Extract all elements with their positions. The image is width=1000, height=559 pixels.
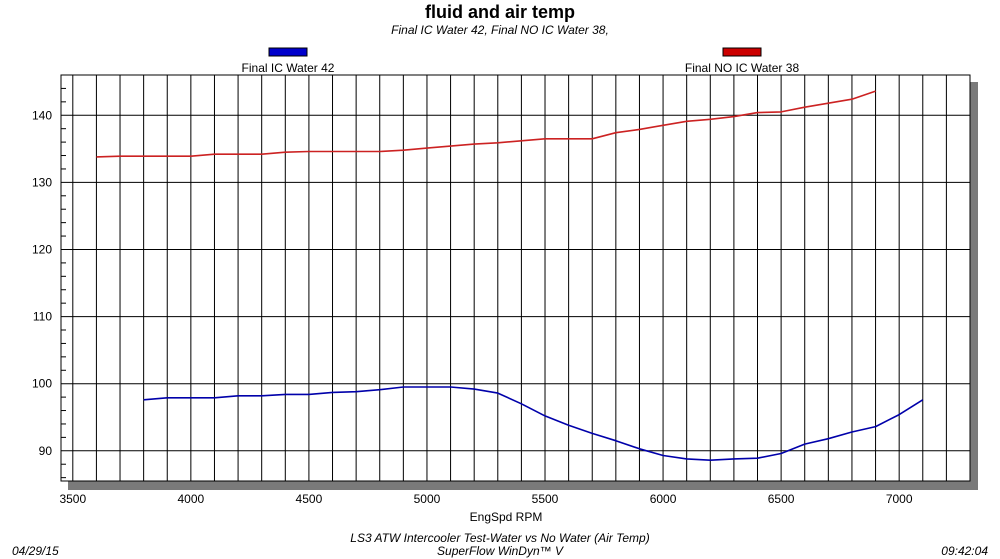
y-tick-label: 100: [32, 377, 52, 391]
x-tick-label: 5000: [414, 492, 441, 506]
legend: Final IC Water 42 Final NO IC Water 38: [242, 47, 800, 75]
x-tick-label: 6000: [650, 492, 677, 506]
legend-label-ic-water: Final IC Water 42: [242, 61, 335, 75]
series-line-no-ic-water: [96, 90, 876, 158]
chart-subtitle: Final IC Water 42, Final NO IC Water 38,: [391, 23, 609, 37]
x-tick-label: 4000: [178, 492, 205, 506]
y-tick-label: 140: [32, 108, 52, 122]
x-tick-label: 6500: [768, 492, 795, 506]
x-tick-label: 7000: [886, 492, 913, 506]
series-lines: [96, 90, 924, 462]
series-line-ic-water: [143, 386, 924, 462]
x-tick-label: 4500: [296, 492, 323, 506]
y-tick-label: 130: [32, 175, 52, 189]
x-tick-label: 5500: [532, 492, 559, 506]
footer-caption: LS3 ATW Intercooler Test-Water vs No Wat…: [350, 531, 649, 545]
legend-swatch-no-ic-water: [722, 47, 762, 57]
y-tick-label: 110: [33, 310, 52, 324]
y-tick-label: 90: [39, 444, 53, 458]
axis-ticks: 90 100 110 120 130 140 3500 4000 4500 5000 5500 600…: [32, 74, 913, 506]
legend-label-no-ic-water: Final NO IC Water 38: [685, 61, 800, 75]
footer-software: SuperFlow WinDyn™ V: [437, 544, 564, 558]
footer-time: 09:42:04: [941, 544, 988, 558]
chart-title: fluid and air temp: [425, 2, 575, 22]
plot-area: [60, 74, 971, 482]
footer-date: 04/29/15: [12, 544, 59, 558]
y-tick-label: 120: [32, 242, 52, 256]
x-tick-label: 3500: [59, 492, 86, 506]
legend-swatch-ic-water: [268, 47, 308, 57]
x-axis-label: EngSpd RPM: [470, 510, 543, 524]
grid: [61, 75, 970, 481]
